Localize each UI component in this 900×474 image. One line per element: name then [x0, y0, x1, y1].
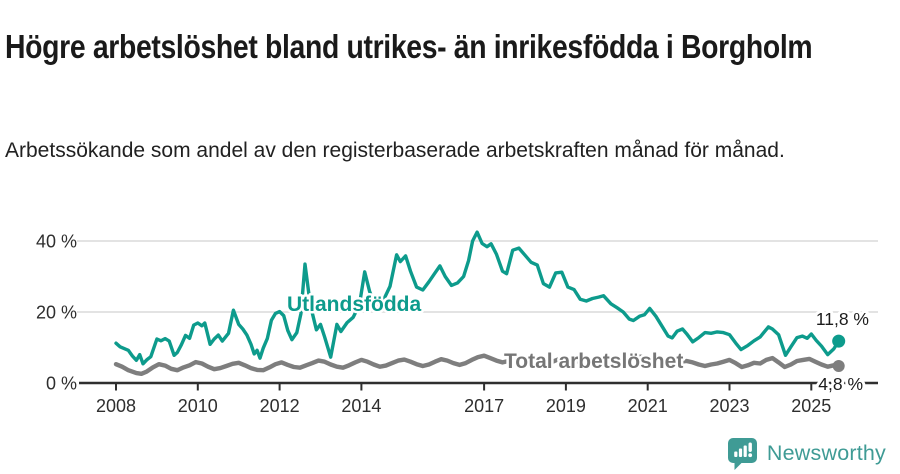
- y-tick-label: 20 %: [36, 303, 77, 323]
- x-tick-label: 2025: [791, 396, 831, 416]
- series-line-total: [113, 353, 841, 376]
- page-title: Högre arbetslöshet bland utrikes- än inr…: [5, 28, 813, 66]
- newsworthy-logo[interactable]: Newsworthy: [726, 436, 886, 470]
- bar-icon-large: [743, 445, 747, 457]
- end-value-label-utlandsfodda: 11,8 %: [816, 309, 869, 329]
- y-tick-label: 0 %: [46, 374, 77, 394]
- y-tick-label: 40 %: [36, 232, 77, 252]
- bar-icon-medium: [738, 448, 743, 457]
- series-annotation-total-arbetsloshet: Total arbetslöshet: [504, 350, 683, 373]
- brand-name: Newsworthy: [766, 440, 886, 465]
- series-line-utlandsfodda: [114, 230, 841, 366]
- x-tick-label: 2019: [546, 396, 586, 416]
- series-end-dot-total: [832, 360, 845, 372]
- newsworthy-bubble-icon: [727, 438, 757, 470]
- x-tick-label: 2023: [709, 396, 749, 416]
- series-annotation-utlandsfodda: Utlandsfödda: [287, 293, 421, 316]
- exclamation-bar-icon: [748, 442, 752, 452]
- series-end-dot-utlandsfodda: [832, 334, 846, 348]
- speech-bubble-shape: [727, 438, 757, 470]
- x-tick-label: 2021: [628, 396, 668, 416]
- x-tick-label: 2008: [96, 396, 136, 416]
- x-tick-label: 2012: [260, 396, 300, 416]
- chart-subtitle: Arbetssökande som andel av den registerb…: [5, 139, 785, 162]
- end-value-label-total: 4,8 %: [818, 374, 863, 394]
- labels-layer: Utlandsfödda Total arbetslöshet 11,8 % 4…: [36, 232, 872, 417]
- bar-icon-small: [734, 451, 738, 457]
- x-tick-label: 2014: [341, 396, 381, 416]
- gridlines-layer: [77, 240, 878, 313]
- x-tick-label: 2010: [178, 396, 218, 416]
- x-tick-label: 2017: [464, 396, 504, 416]
- axis-layer: [79, 381, 878, 391]
- series-layer: [113, 230, 846, 376]
- exclamation-dot-icon: [748, 453, 753, 458]
